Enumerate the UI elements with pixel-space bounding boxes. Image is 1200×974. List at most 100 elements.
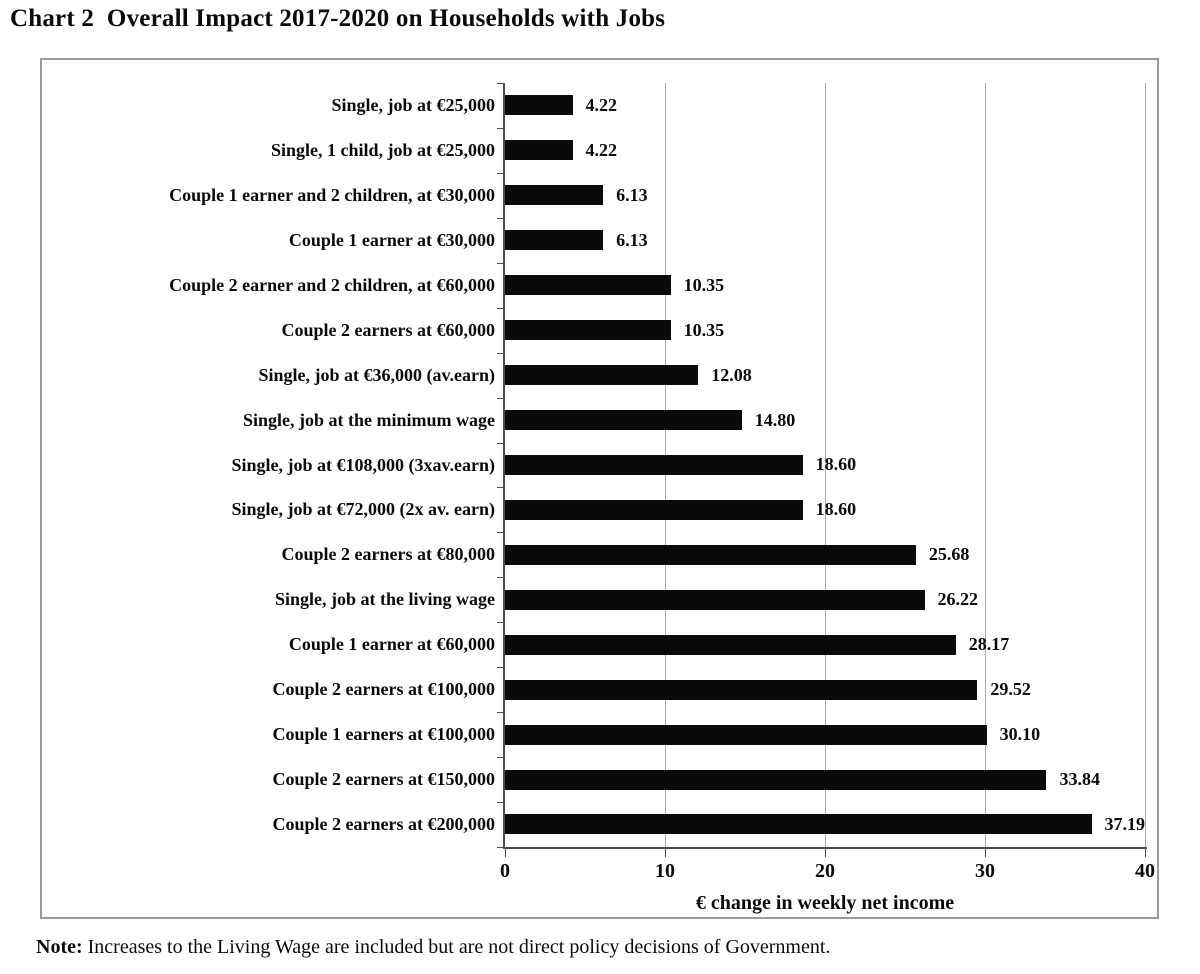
y-tick-mark (497, 847, 505, 848)
chart-row: Single, job at €25,000 4.22 (331, 83, 1145, 128)
x-tick-label: 40 (1135, 860, 1155, 882)
bar (505, 95, 573, 116)
y-tick-mark (497, 802, 505, 803)
bar (505, 365, 699, 386)
x-axis-line (503, 847, 1147, 849)
category-label: Couple 1 earners at €100,000 (272, 724, 495, 745)
bar (505, 544, 916, 565)
x-tick-label: 0 (500, 860, 510, 882)
bar (505, 454, 803, 475)
y-tick-mark (497, 353, 505, 354)
value-label: 12.08 (711, 364, 752, 385)
y-tick-mark (497, 308, 505, 309)
y-tick-mark (497, 263, 505, 264)
chart-title: Chart 2 Overall Impact 2017-2020 on Hous… (10, 5, 666, 32)
category-label: Single, job at €108,000 (3xav.earn) (231, 454, 496, 475)
category-label: Couple 2 earners at €80,000 (281, 544, 495, 565)
chart-row: Single, job at the living wage 26.22 (275, 577, 1145, 622)
value-label: 26.22 (937, 589, 979, 610)
value-label: 25.68 (928, 544, 970, 565)
bar (505, 814, 1092, 835)
chart-row: Couple 2 earners at €100,000 29.52 (273, 667, 1145, 712)
chart-area: Single, job at €25,000 4.22 Single, 1 ch… (40, 58, 1159, 919)
chart-row: Couple 2 earners at €60,000 10.35 (282, 308, 1145, 353)
x-axis-tick-labels: 0 10 20 30 40 (500, 860, 1155, 886)
y-axis-line (503, 83, 505, 847)
bar (505, 275, 671, 296)
y-tick-mark (497, 218, 505, 219)
bar (505, 499, 803, 520)
y-tick-mark (497, 532, 505, 533)
y-tick-mark (497, 128, 505, 129)
category-label: Couple 1 earner at €30,000 (288, 229, 495, 250)
value-label: 30.10 (999, 724, 1041, 745)
plot-rows: Single, job at €25,000 4.22 Single, 1 ch… (169, 83, 1146, 847)
chart-row: Single, job at €108,000 (3xav.earn) 18.6… (232, 443, 1145, 488)
value-label: 28.17 (968, 634, 1010, 655)
bar (505, 724, 987, 745)
category-label: Couple 2 earners at €100,000 (272, 679, 495, 700)
category-label: Single, job at €72,000 (2x av. earn) (231, 499, 496, 520)
bar (505, 679, 978, 700)
category-label: Couple 1 earner at €60,000 (288, 634, 495, 655)
value-label: 18.60 (815, 499, 857, 520)
value-label: 4.22 (585, 94, 618, 115)
value-label: 37.19 (1104, 813, 1146, 834)
bar (505, 140, 573, 161)
y-tick-mark (497, 577, 505, 578)
x-tick-mark (665, 849, 666, 857)
bar (505, 410, 742, 431)
category-label: Couple 2 earners at €60,000 (281, 319, 495, 340)
bar (505, 320, 671, 341)
chart-row: Couple 1 earner at €30,000 6.13 (289, 218, 1145, 263)
gridline (1145, 83, 1146, 847)
x-tick-mark (985, 849, 986, 857)
y-tick-mark (497, 712, 505, 713)
category-label: Single, 1 child, job at €25,000 (270, 139, 495, 160)
category-label: Couple 1 earner and 2 children, at €30,0… (169, 184, 495, 205)
value-label: 18.60 (815, 454, 857, 475)
value-label: 33.84 (1059, 769, 1100, 790)
y-tick-mark (497, 398, 505, 399)
gridline (985, 83, 986, 847)
y-tick-mark (497, 487, 505, 488)
chart-row: Couple 2 earners at €80,000 25.68 (282, 532, 1145, 577)
y-tick-mark (497, 622, 505, 623)
x-tick-mark (1145, 849, 1146, 857)
y-tick-mark (497, 443, 505, 444)
value-label: 10.35 (683, 274, 725, 295)
value-label: 14.80 (754, 409, 796, 430)
y-tick-mark (497, 667, 505, 668)
bar (505, 230, 604, 251)
bar (505, 634, 956, 655)
chart-note: Note: Increases to the Living Wage are i… (36, 936, 830, 959)
y-tick-mark (497, 83, 505, 84)
value-label: 6.13 (616, 184, 648, 205)
chart-row: Single, job at the minimum wage 14.80 (243, 398, 1145, 443)
y-tick-mark (497, 173, 505, 174)
category-label: Single, job at €25,000 (331, 95, 495, 116)
value-label: 6.13 (616, 229, 648, 250)
note-label: Note: (36, 936, 83, 958)
chart-row: Couple 2 earner and 2 children, at €60,0… (169, 263, 1145, 308)
chart-row: Single, job at €36,000 (av.earn) 12.08 (259, 353, 1145, 398)
chart-row: Couple 1 earners at €100,000 30.10 (273, 712, 1145, 757)
category-label: Single, job at the living wage (274, 589, 495, 610)
y-tick-mark (497, 757, 505, 758)
chart-row: Couple 1 earner at €60,000 28.17 (289, 622, 1145, 667)
plot-area: Single, job at €25,000 4.22 Single, 1 ch… (169, 83, 1147, 857)
chart-row: Couple 2 earners at €150,000 33.84 (273, 757, 1145, 802)
chart-row: Couple 1 earner and 2 children, at €30,0… (169, 173, 1145, 218)
x-tick-label: 20 (815, 860, 835, 882)
bar (505, 185, 604, 206)
chart-row: Single, 1 child, job at €25,000 4.22 (271, 128, 1145, 173)
x-tick-label: 30 (975, 860, 995, 882)
x-tick-mark (505, 849, 506, 857)
note-text: Increases to the Living Wage are include… (82, 936, 831, 958)
gridline (825, 83, 826, 847)
x-tick-label: 10 (655, 860, 675, 882)
value-label: 10.35 (683, 319, 725, 340)
category-label: Single, job at the minimum wage (243, 409, 495, 430)
category-label: Couple 2 earners at €200,000 (272, 814, 495, 835)
value-label: 29.52 (990, 679, 1031, 700)
